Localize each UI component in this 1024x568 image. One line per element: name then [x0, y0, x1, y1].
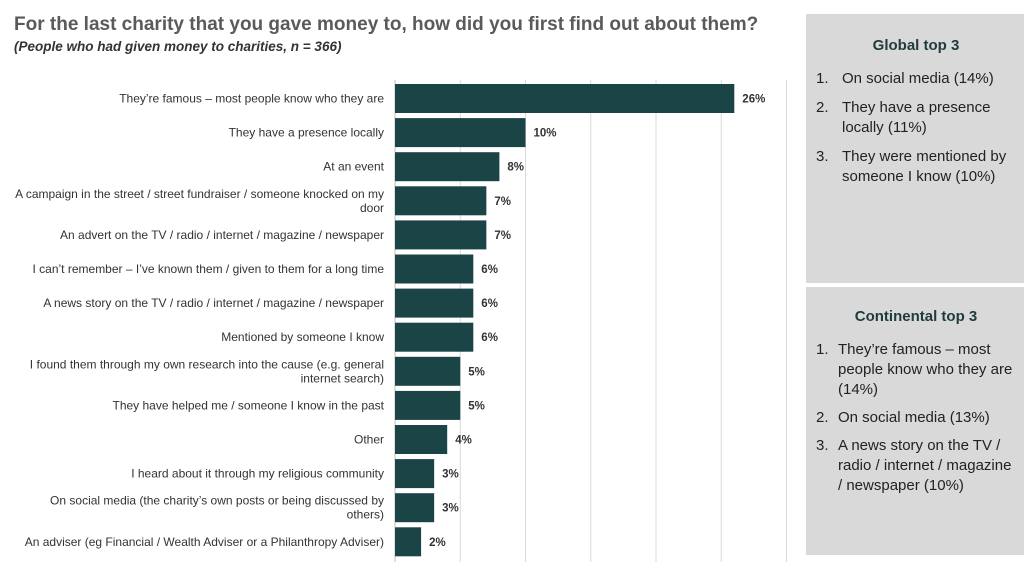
list-number: 3.: [816, 437, 829, 454]
data-label: 2%: [429, 537, 446, 549]
bar: [395, 425, 448, 454]
continental-top3-item: 1. They’re famous – most people know who …: [816, 340, 1016, 400]
data-label: 3%: [442, 469, 459, 481]
list-number: 1.: [816, 70, 829, 87]
continental-top3-panel: Continental top 3 1. They’re famous – mos…: [806, 287, 1024, 555]
data-label: 5%: [468, 400, 485, 412]
global-top3-item: 1. On social media (14%): [816, 69, 1016, 89]
category-label: At an event: [323, 160, 384, 174]
list-number: 2.: [816, 409, 829, 426]
bar: [395, 152, 500, 182]
category-label: A campaign in the street / street fundra…: [15, 187, 384, 201]
category-label: door: [360, 201, 384, 215]
data-label: 10%: [534, 128, 557, 140]
global-top3-list: 1. On social media (14%) 2. They have a pr…: [816, 69, 1016, 187]
bar: [395, 527, 422, 557]
category-label: They have helped me / someone I know in …: [113, 398, 385, 412]
chart-subtitle: (People who had given money to charities…: [14, 39, 342, 54]
bar: [395, 459, 435, 489]
list-item-text: They have a presence locally (11%): [842, 99, 991, 136]
data-label: 6%: [481, 264, 498, 276]
data-label: 8%: [507, 162, 524, 174]
bar: [395, 220, 487, 250]
category-label: An advert on the TV / radio / internet /…: [60, 228, 384, 242]
continental-top3-heading: Continental top 3: [854, 308, 978, 325]
bar: [395, 84, 735, 113]
bar: [395, 254, 474, 284]
data-label: 6%: [481, 332, 498, 344]
data-label: 26%: [742, 94, 765, 106]
list-item-text: A news story on the TV / radio / interne…: [838, 437, 1012, 494]
list-item-text: On social media (14%): [842, 70, 994, 87]
list-number: 1.: [816, 341, 829, 358]
bar: [395, 186, 487, 216]
bar: [395, 322, 474, 352]
data-label: 3%: [442, 503, 459, 515]
global-top3-panel: Global top 3 1. On social media (14%) 2. T…: [806, 14, 1024, 283]
list-number: 3.: [816, 148, 829, 165]
continental-top3-item: 3. A news story on the TV / radio / inter…: [816, 436, 1016, 496]
category-label: I can’t remember – I’ve known them / giv…: [33, 262, 385, 276]
category-label: Mentioned by someone I know: [221, 330, 384, 344]
bar-chart: 26% They’re famous – most people know who…: [15, 80, 787, 562]
global-top3-item: 3. They were mentioned by someone I know …: [816, 147, 1016, 187]
list-number: 2.: [816, 99, 829, 116]
bar: [395, 493, 435, 523]
data-label: 6%: [481, 298, 498, 310]
continental-top3-list: 1. They’re famous – most people know who …: [816, 340, 1016, 496]
list-item-text: They were mentioned by someone I know (1…: [842, 148, 1007, 185]
category-label: They have a presence locally: [229, 126, 384, 140]
category-label: On social media (the charity’s own posts…: [50, 494, 384, 508]
category-label: A news story on the TV / radio / interne…: [43, 296, 384, 310]
global-top3-heading: Global top 3: [872, 37, 960, 54]
data-label: 5%: [468, 366, 485, 378]
continental-top3-item: 2. On social media (13%): [816, 408, 1016, 428]
category-label: They’re famous – most people know who th…: [119, 92, 384, 106]
category-label: I heard about it through my religious co…: [131, 467, 384, 481]
data-label: 4%: [455, 435, 472, 447]
category-label: An adviser (eg Financial / Wealth Advise…: [25, 535, 384, 549]
category-label: others): [347, 508, 384, 522]
chart-title: For the last charity that you gave money…: [14, 14, 759, 35]
bar: [395, 390, 461, 420]
data-label: 7%: [494, 230, 511, 242]
bar: [395, 288, 474, 318]
data-label: 7%: [494, 196, 511, 208]
bar: [395, 118, 526, 148]
category-label: internet search): [301, 371, 384, 385]
global-top3-item: 2. They have a presence locally (11%): [816, 98, 1016, 138]
list-item-text: They’re famous – most people know who th…: [838, 341, 1013, 398]
category-label: Other: [354, 433, 384, 447]
list-item-text: On social media (13%): [838, 409, 990, 426]
category-label: I found them through my own research int…: [30, 357, 384, 371]
bar: [395, 356, 461, 386]
